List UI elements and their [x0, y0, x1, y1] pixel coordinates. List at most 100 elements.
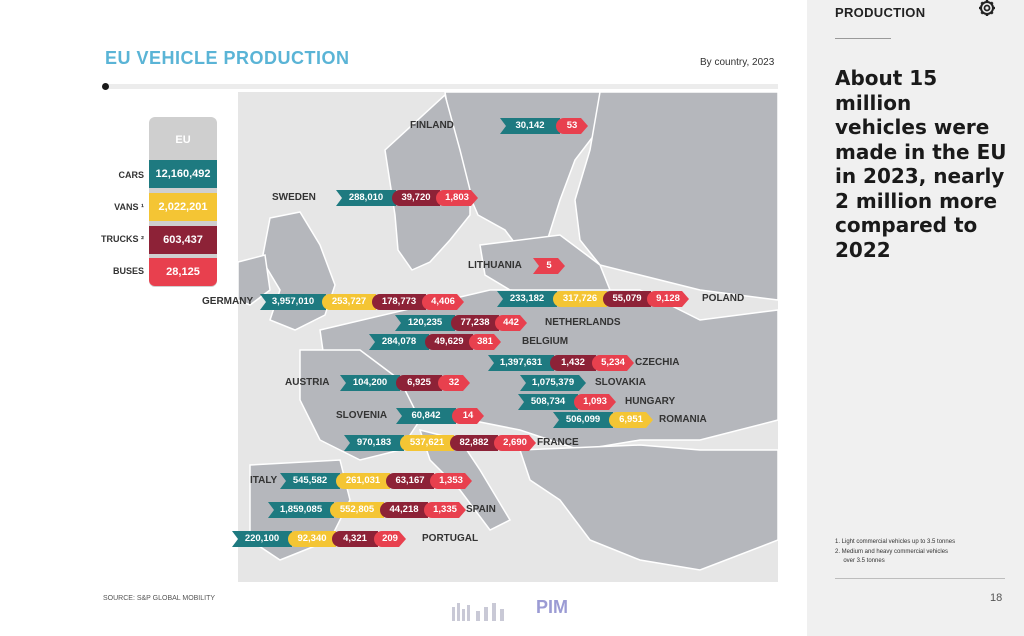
headline-line: made in the EU: [835, 139, 1007, 164]
eu-trucks-value: 603,437: [149, 226, 217, 254]
trucks-value-pill: 6,925: [396, 375, 442, 391]
country-name: SPAIN: [466, 504, 496, 515]
legend-label-trucks: TRUCKS ²: [101, 234, 144, 244]
buses-value-pill: 2,690: [494, 435, 536, 451]
footnote-1: 1. Light commercial vehicles up to 3.5 t…: [835, 539, 956, 545]
buses-value-pill: 1,335: [424, 502, 466, 518]
trucks-value-pill: 49,629: [425, 334, 473, 350]
eu-cars-value: 12,160,492: [149, 160, 217, 188]
cars-value-pill: 284,078: [369, 334, 429, 350]
country-name: LITHUANIA: [468, 260, 522, 271]
cars-value-pill: 30,142: [500, 118, 560, 134]
footnote-rule: [835, 578, 1005, 579]
trucks-value-pill: 82,882: [450, 435, 498, 451]
country-name: HUNGARY: [625, 396, 676, 407]
partner-logos: PIM: [448, 597, 573, 625]
country-name: POLAND: [702, 293, 745, 304]
trucks-value-pill: 1,432: [550, 355, 596, 371]
headline-line: About 15 million: [835, 66, 938, 115]
headline-line: vehicles were: [835, 115, 990, 139]
country-name: FRANCE: [537, 437, 579, 448]
section-label: PRODUCTION: [835, 5, 926, 20]
trucks-value-pill: 63,167: [386, 473, 434, 489]
eu-buses-value: 28,125: [149, 258, 217, 286]
headline-line: compared to 2022: [835, 213, 978, 262]
country-name: SLOVAKIA: [595, 377, 646, 388]
vans-value-pill: 552,805: [330, 502, 384, 518]
headline-line: in 2023, nearly: [835, 164, 1005, 188]
vans-value-pill: 253,727: [322, 294, 376, 310]
cars-value-pill: 1,859,085: [268, 502, 334, 518]
cars-value-pill: 288,010: [336, 190, 396, 206]
cars-value-pill: 1,075,379: [520, 375, 586, 391]
cars-value-pill: 233,182: [497, 291, 557, 307]
cars-value-pill: 220,100: [232, 531, 292, 547]
trucks-value-pill: 77,238: [451, 315, 499, 331]
vans-value-pill: 537,621: [400, 435, 454, 451]
trucks-value-pill: 39,720: [392, 190, 440, 206]
logo-mark-icon: [452, 603, 504, 621]
country-name: AUSTRIA: [285, 377, 330, 388]
europe-map: [237, 91, 779, 582]
legend-label-vans: VANS ¹: [114, 202, 144, 212]
buses-value-pill: 5,234: [592, 355, 634, 371]
cars-value-pill: 1,397,631: [488, 355, 554, 371]
title-rule-dot: [102, 83, 109, 90]
country-name: CZECHIA: [635, 357, 680, 368]
cars-value-pill: 104,200: [340, 375, 400, 391]
source-note: SOURCE: S&P GLOBAL MOBILITY: [103, 595, 216, 602]
map-balkans-turkey: [518, 444, 779, 571]
section-rule: [835, 38, 891, 39]
cars-value-pill: 120,235: [395, 315, 455, 331]
buses-value-pill: 1,803: [436, 190, 478, 206]
buses-value-pill: 209: [374, 531, 406, 547]
headline-line: 2 million more: [835, 188, 998, 213]
map-sweden: [384, 93, 471, 271]
buses-value-pill: 9,128: [647, 291, 689, 307]
legend-label-buses: BUSES: [112, 266, 144, 276]
country-name: ITALY: [250, 475, 278, 486]
cars-value-pill: 506,099: [553, 412, 613, 428]
country-name: BELGIUM: [522, 336, 569, 347]
cars-value-pill: 60,842: [396, 408, 456, 424]
trucks-value-pill: 55,079: [603, 291, 651, 307]
footnote-2: 2. Medium and heavy commercial vehicles: [835, 549, 949, 555]
country-name: NETHERLANDS: [545, 317, 621, 328]
headline: About 15 million vehicles were made in t…: [835, 66, 1010, 262]
vans-value-pill: 317,726: [553, 291, 607, 307]
page-number: 18: [990, 592, 1003, 604]
buses-value-pill: 381: [469, 334, 501, 350]
buses-value-pill: 442: [495, 315, 527, 331]
buses-value-pill: 53: [556, 118, 588, 134]
country-name: FINLAND: [410, 120, 454, 131]
cars-value-pill: 545,582: [280, 473, 340, 489]
cars-value-pill: 508,734: [518, 394, 578, 410]
buses-value-pill: 1,093: [574, 394, 616, 410]
side-panel: [807, 0, 1024, 636]
legend-label-cars: CARS: [118, 170, 144, 180]
buses-value-pill: 32: [438, 375, 470, 391]
buses-value-pill: 1,353: [430, 473, 472, 489]
buses-value-pill: 14: [452, 408, 484, 424]
eu-total-heading: EU: [175, 134, 191, 146]
title-rule: [105, 84, 778, 89]
cars-value-pill: 970,183: [344, 435, 404, 451]
trucks-value-pill: 178,773: [372, 294, 426, 310]
eu-vans-value: 2,022,201: [149, 193, 217, 221]
trucks-value-pill: 44,218: [380, 502, 428, 518]
cars-value-pill: 3,957,010: [260, 294, 326, 310]
page-subtitle: By country, 2023: [700, 57, 775, 68]
trucks-value-pill: 4,321: [332, 531, 378, 547]
country-name: ROMANIA: [659, 414, 707, 425]
country-name: SWEDEN: [272, 192, 316, 203]
map-ireland: [237, 254, 271, 306]
vans-value-pill: 261,031: [336, 473, 390, 489]
country-name: GERMANY: [202, 296, 254, 307]
gear-icon[interactable]: [975, 0, 999, 20]
country-name: PORTUGAL: [422, 533, 479, 544]
buses-value-pill: 4,406: [422, 294, 464, 310]
map-russia: [574, 91, 779, 301]
map-land: [237, 91, 779, 571]
footnote-2-cont: over 3.5 tonnes: [835, 558, 885, 564]
